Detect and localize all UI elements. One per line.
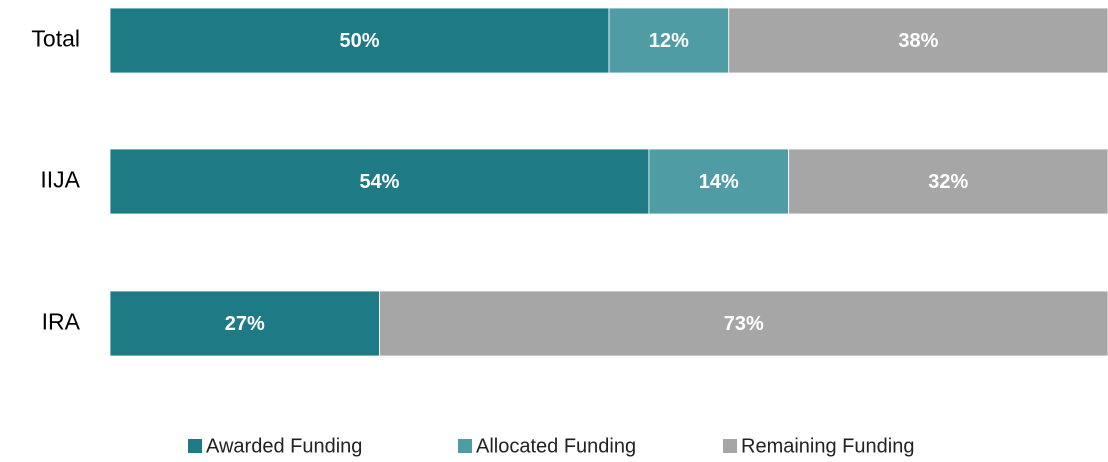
legend-swatch (723, 439, 737, 453)
value-label: 50% (339, 30, 379, 52)
legend-label: Remaining Funding (741, 435, 914, 457)
legend-swatch (188, 439, 202, 453)
value-label: 38% (898, 30, 938, 52)
category-label: Total (31, 26, 80, 52)
value-label: 32% (928, 171, 968, 193)
bar-segment (648, 148, 790, 215)
legend-swatch (458, 439, 472, 453)
value-label: 54% (359, 171, 399, 193)
bar-segment (109, 148, 650, 215)
value-label: 14% (699, 171, 739, 193)
bar-segment (608, 7, 730, 74)
bar-segment (109, 7, 610, 74)
category-label: IRA (42, 309, 81, 335)
legend-label: Allocated Funding (476, 435, 636, 457)
bar-segment (788, 148, 1108, 215)
value-label: 73% (724, 313, 764, 335)
legend-label: Awarded Funding (206, 435, 362, 457)
value-label: 27% (225, 313, 265, 335)
bar-segment (379, 290, 1108, 357)
value-label: 12% (649, 30, 689, 52)
bar-segment (728, 7, 1108, 74)
category-label: IIJA (40, 167, 80, 193)
